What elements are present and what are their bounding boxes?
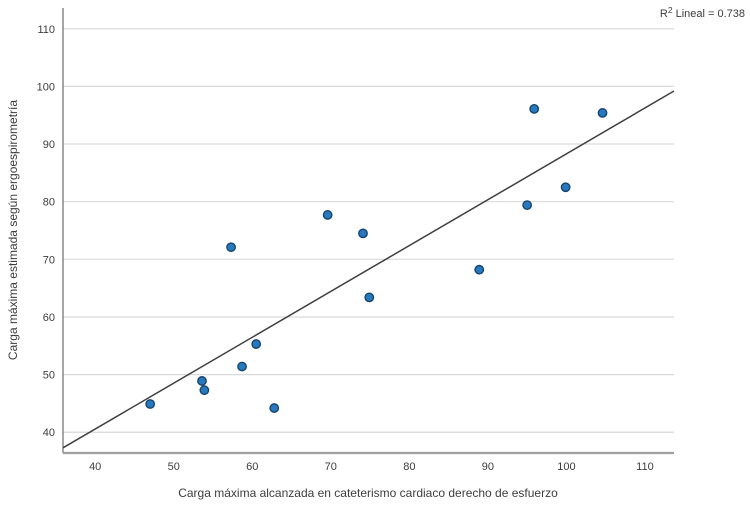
x-tick-label: 90 — [482, 461, 494, 473]
r2-value-text: Lineal = 0.738 — [676, 8, 745, 20]
y-axis-title: Carga máxima estimada según ergoespirome… — [6, 100, 20, 360]
y-tick-label: 40 — [43, 427, 55, 439]
y-tick-label: 110 — [37, 24, 55, 36]
data-point — [560, 182, 571, 193]
x-tick-label: 100 — [557, 461, 575, 473]
x-tick-label: 70 — [325, 461, 337, 473]
trend-line — [62, 90, 675, 449]
data-point — [529, 103, 540, 114]
r-squared-annotation: R2 Lineal = 0.738 — [660, 5, 745, 20]
data-point — [251, 339, 262, 349]
x-tick-label: 60 — [246, 461, 258, 473]
data-point — [237, 361, 247, 372]
data-point — [474, 264, 485, 275]
data-point — [226, 242, 236, 253]
data-points-layer — [145, 103, 608, 413]
trendline-layer — [62, 90, 675, 449]
data-point — [364, 292, 375, 303]
x-tick-label: 80 — [403, 461, 415, 473]
data-point — [322, 210, 333, 220]
y-tick-label: 50 — [43, 370, 55, 382]
data-point — [197, 376, 207, 386]
data-point — [522, 200, 533, 211]
axes-layer — [62, 8, 674, 455]
data-point — [199, 385, 210, 396]
data-point — [597, 108, 608, 118]
y-tick-label: 60 — [43, 312, 55, 324]
tick-labels-layer: 40 50 60 70 80 90 100 110 40 50 60 70 80 90 100 110 — [37, 24, 654, 473]
x-tick-label: 50 — [168, 461, 180, 473]
data-point — [145, 399, 156, 409]
data-point — [269, 403, 280, 413]
y-tick-label: 70 — [43, 254, 55, 266]
data-point — [358, 228, 368, 239]
r2-superscript: 2 — [668, 5, 673, 15]
x-tick-label: 110 — [636, 461, 654, 473]
y-tick-label: 90 — [43, 139, 55, 151]
x-axis-title: Carga máxima alcanzada en cateterismo ca… — [178, 486, 558, 500]
x-tick-label: 40 — [89, 461, 101, 473]
r2-base: R — [660, 8, 668, 20]
gridlines-layer — [63, 28, 674, 433]
y-tick-label: 100 — [37, 81, 55, 93]
y-tick-label: 80 — [43, 197, 55, 209]
